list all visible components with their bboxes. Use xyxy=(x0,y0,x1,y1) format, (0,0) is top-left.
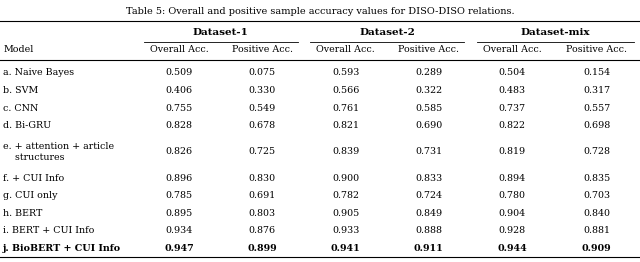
Text: c. CNN: c. CNN xyxy=(3,103,38,113)
Text: 0.904: 0.904 xyxy=(499,209,525,218)
Text: 0.947: 0.947 xyxy=(164,244,194,253)
Text: 0.509: 0.509 xyxy=(166,68,193,78)
Text: Positive Acc.: Positive Acc. xyxy=(566,45,627,53)
Text: h. BERT: h. BERT xyxy=(3,209,43,218)
Text: Positive Acc.: Positive Acc. xyxy=(398,45,460,53)
Text: 0.894: 0.894 xyxy=(499,174,525,183)
Text: 0.504: 0.504 xyxy=(499,68,525,78)
Text: 0.803: 0.803 xyxy=(249,209,276,218)
Text: 0.933: 0.933 xyxy=(332,226,359,236)
Text: 0.822: 0.822 xyxy=(499,121,525,130)
Text: 0.690: 0.690 xyxy=(415,121,442,130)
Text: 0.934: 0.934 xyxy=(166,226,193,236)
Text: 0.728: 0.728 xyxy=(583,148,611,156)
Text: 0.941: 0.941 xyxy=(331,244,360,253)
Text: 0.819: 0.819 xyxy=(499,148,525,156)
Text: 0.899: 0.899 xyxy=(248,244,277,253)
Text: 0.737: 0.737 xyxy=(499,103,525,113)
Text: 0.780: 0.780 xyxy=(499,191,525,200)
Text: 0.888: 0.888 xyxy=(415,226,442,236)
Text: 0.833: 0.833 xyxy=(415,174,442,183)
Text: d. Bi-GRU: d. Bi-GRU xyxy=(3,121,51,130)
Text: 0.761: 0.761 xyxy=(332,103,359,113)
Text: 0.881: 0.881 xyxy=(583,226,611,236)
Text: Model: Model xyxy=(3,45,33,53)
Text: 0.782: 0.782 xyxy=(332,191,359,200)
Text: Overall Acc.: Overall Acc. xyxy=(316,45,375,53)
Text: 0.406: 0.406 xyxy=(166,86,193,95)
Text: 0.895: 0.895 xyxy=(166,209,193,218)
Text: 0.839: 0.839 xyxy=(332,148,359,156)
Text: 0.826: 0.826 xyxy=(166,148,193,156)
Text: 0.154: 0.154 xyxy=(583,68,611,78)
Text: 0.678: 0.678 xyxy=(249,121,276,130)
Text: 0.876: 0.876 xyxy=(249,226,276,236)
Text: 0.785: 0.785 xyxy=(166,191,193,200)
Text: 0.557: 0.557 xyxy=(583,103,611,113)
Text: 0.724: 0.724 xyxy=(415,191,442,200)
Text: 0.830: 0.830 xyxy=(249,174,276,183)
Text: 0.483: 0.483 xyxy=(499,86,525,95)
Text: e. + attention + article
    structures: e. + attention + article structures xyxy=(3,142,115,162)
Text: 0.585: 0.585 xyxy=(415,103,442,113)
Text: 0.691: 0.691 xyxy=(249,191,276,200)
Text: 0.698: 0.698 xyxy=(583,121,611,130)
Text: j. BioBERT + CUI Info: j. BioBERT + CUI Info xyxy=(3,244,122,253)
Text: 0.566: 0.566 xyxy=(332,86,359,95)
Text: 0.322: 0.322 xyxy=(415,86,442,95)
Text: Table 5: Overall and positive sample accuracy values for DISO-DISO relations.: Table 5: Overall and positive sample acc… xyxy=(125,7,515,15)
Text: 0.593: 0.593 xyxy=(332,68,359,78)
Text: 0.911: 0.911 xyxy=(414,244,444,253)
Text: f. + CUI Info: f. + CUI Info xyxy=(3,174,65,183)
Text: Dataset-1: Dataset-1 xyxy=(193,28,249,36)
Text: 0.896: 0.896 xyxy=(166,174,193,183)
Text: 0.849: 0.849 xyxy=(415,209,442,218)
Text: 0.703: 0.703 xyxy=(583,191,611,200)
Text: 0.900: 0.900 xyxy=(332,174,359,183)
Text: 0.928: 0.928 xyxy=(499,226,525,236)
Text: Dataset-mix: Dataset-mix xyxy=(520,28,590,36)
Text: 0.909: 0.909 xyxy=(582,244,612,253)
Text: 0.835: 0.835 xyxy=(583,174,611,183)
Text: 0.731: 0.731 xyxy=(415,148,442,156)
Text: a. Naive Bayes: a. Naive Bayes xyxy=(3,68,74,78)
Text: Dataset-2: Dataset-2 xyxy=(359,28,415,36)
Text: 0.317: 0.317 xyxy=(583,86,611,95)
Text: 0.725: 0.725 xyxy=(249,148,276,156)
Text: 0.755: 0.755 xyxy=(166,103,193,113)
Text: i. BERT + CUI Info: i. BERT + CUI Info xyxy=(3,226,95,236)
Text: 0.944: 0.944 xyxy=(497,244,527,253)
Text: 0.075: 0.075 xyxy=(249,68,276,78)
Text: 0.821: 0.821 xyxy=(332,121,359,130)
Text: 0.549: 0.549 xyxy=(249,103,276,113)
Text: 0.905: 0.905 xyxy=(332,209,359,218)
Text: 0.289: 0.289 xyxy=(415,68,442,78)
Text: g. CUI only: g. CUI only xyxy=(3,191,58,200)
Text: 0.828: 0.828 xyxy=(166,121,193,130)
Text: 0.840: 0.840 xyxy=(583,209,611,218)
Text: 0.330: 0.330 xyxy=(249,86,276,95)
Text: Overall Acc.: Overall Acc. xyxy=(483,45,541,53)
Text: Positive Acc.: Positive Acc. xyxy=(232,45,293,53)
Text: b. SVM: b. SVM xyxy=(3,86,38,95)
Text: Overall Acc.: Overall Acc. xyxy=(150,45,209,53)
